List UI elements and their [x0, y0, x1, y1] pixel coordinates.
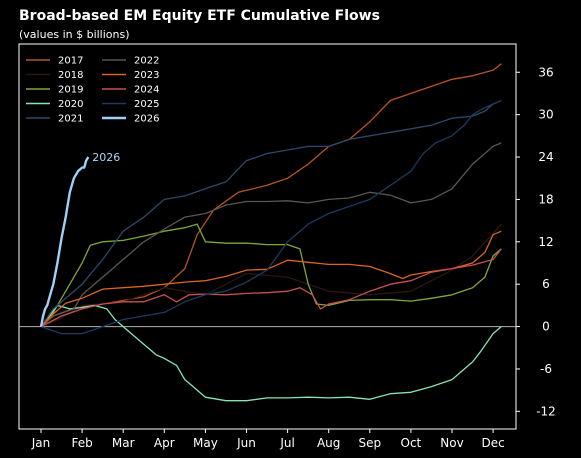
legend-item-2022: 2022 [102, 56, 159, 67]
x-tick-label: Nov [440, 436, 463, 450]
series-line-2022 [40, 142, 502, 328]
legend-label: 2017 [58, 56, 83, 67]
y-axis: -12 -6 0 6 12 18 24 30 36 [516, 65, 556, 418]
legend-item-2026: 2026 [102, 114, 159, 125]
series-line-2025 [40, 99, 502, 335]
series-line-2019 [40, 223, 502, 328]
y-tick-label: 36 [538, 65, 553, 79]
y-tick-label: 18 [538, 192, 553, 206]
y-tick-label: -6 [540, 362, 552, 376]
x-tick-label: Jul [279, 436, 294, 450]
chart-subtitle: (values in $ billions) [19, 28, 130, 41]
legend-item-2021: 2021 [26, 114, 83, 125]
series-lines [39, 63, 502, 402]
y-tick-label: 30 [538, 108, 553, 122]
legend-item-2020: 2020 [26, 99, 83, 110]
x-tick-label: May [193, 436, 218, 450]
x-axis: Jan Feb Mar Apr May Jun Jul Aug Sep Oct Nov Dec [31, 429, 505, 450]
legend-item-2018: 2018 [26, 70, 83, 81]
series-line-2020 [40, 304, 502, 402]
y-tick-label: 0 [542, 320, 550, 334]
legend-item-2024: 2024 [102, 85, 159, 96]
legend-label: 2019 [58, 85, 83, 96]
x-tick-label: Apr [154, 436, 175, 450]
legend-label: 2020 [58, 99, 83, 110]
legend-label: 2021 [58, 114, 83, 125]
legend-label: 2022 [134, 56, 159, 67]
series-line-2021 [40, 99, 502, 327]
chart-title: Broad-based EM Equity ETF Cumulative Flo… [19, 8, 380, 24]
plot-border [18, 43, 517, 430]
legend-label: 2024 [134, 85, 159, 96]
legend-item-2017: 2017 [26, 56, 83, 67]
series-line-2024 [40, 248, 502, 328]
plot-frame [18, 43, 517, 430]
x-tick-label: Dec [481, 436, 504, 450]
legend-item-2019: 2019 [26, 85, 83, 96]
y-tick-label: -12 [536, 404, 556, 418]
x-tick-label: Oct [401, 436, 422, 450]
x-tick-label: Mar [112, 436, 135, 450]
legend-label: 2025 [134, 99, 159, 110]
series-line-2026 [39, 156, 90, 327]
x-tick-label: Feb [71, 436, 92, 450]
legend-label: 2023 [134, 70, 159, 81]
x-tick-label: Jan [31, 436, 51, 450]
legend-label: 2018 [58, 70, 83, 81]
x-tick-label: Sep [358, 436, 381, 450]
legend: 2017 2018 2019 2020 2021 2022 2023 2024 2025 2026 [26, 56, 159, 125]
x-tick-label: Aug [317, 436, 340, 450]
series-line-2018 [40, 223, 502, 328]
y-tick-label: 6 [542, 277, 550, 291]
x-tick-label: Jun [236, 436, 256, 450]
series-end-label: 2026 [92, 151, 120, 164]
legend-item-2025: 2025 [102, 99, 159, 110]
legend-label: 2026 [134, 114, 159, 125]
series-annotation: 2026 [92, 151, 120, 164]
y-tick-label: 12 [538, 235, 553, 249]
legend-item-2023: 2023 [102, 70, 159, 81]
y-tick-label: 24 [538, 150, 553, 164]
